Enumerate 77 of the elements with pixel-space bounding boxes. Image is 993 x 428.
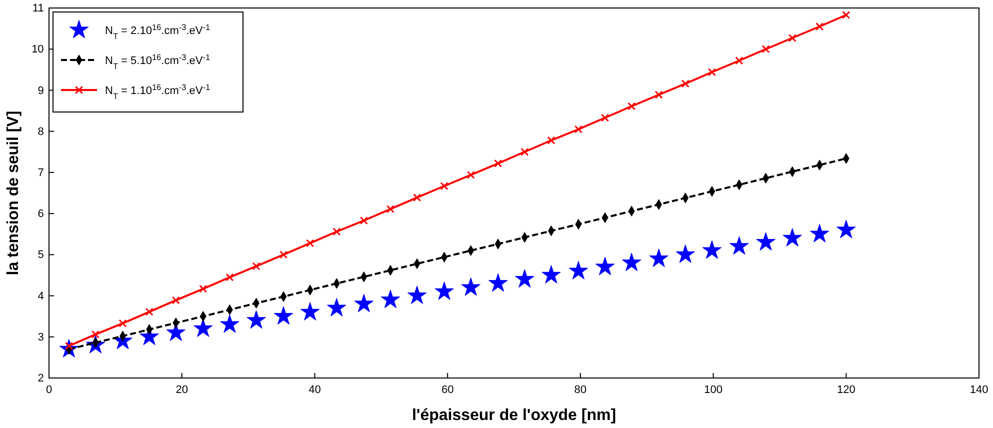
point [440, 182, 448, 190]
point [762, 45, 770, 54]
y-tick-label: 11 [32, 2, 44, 15]
legend-label: N$_{T}$ = 2.10$^{16}$.cm$^{-3}$.eV$^{-1}$ [105, 22, 210, 40]
point [702, 240, 722, 259]
point [172, 296, 180, 304]
point [360, 216, 368, 225]
legend-label: N$_{T}$ = 5.10$^{16}$.cm$^{-3}$.eV$^{-1}$ [105, 52, 210, 70]
point [547, 136, 556, 144]
point [622, 252, 642, 272]
point [226, 273, 234, 282]
point [574, 125, 582, 134]
y-tick-label: 6 [38, 208, 44, 220]
y-tick-label: 8 [38, 126, 44, 138]
point [568, 260, 588, 280]
point [466, 170, 475, 179]
point [252, 262, 260, 270]
point [842, 10, 850, 20]
y-tick-label: 9 [38, 84, 44, 97]
point [407, 286, 427, 304]
point [514, 269, 534, 288]
point [735, 56, 744, 65]
x-tick-label: 0 [46, 384, 52, 396]
point [649, 248, 668, 268]
point [542, 265, 561, 284]
y-tick-label: 3 [38, 331, 44, 344]
point [600, 114, 610, 122]
point [730, 236, 749, 255]
point [836, 220, 856, 238]
x-axis-title: l'épaisseur de l'oxyde [nm] [412, 407, 616, 424]
point [306, 239, 314, 248]
point [434, 282, 454, 300]
point [461, 277, 480, 296]
point [782, 228, 802, 246]
y-axis-title: la tension de seuil [V] [5, 110, 22, 276]
point [681, 80, 690, 88]
point [386, 204, 394, 214]
point [708, 68, 716, 76]
x-tick-label: 100 [704, 384, 722, 396]
x-tick-label: 120 [836, 384, 856, 396]
point [326, 298, 346, 316]
point [332, 228, 341, 236]
x-tick-label: 60 [441, 384, 454, 396]
legend-label: N$_{T}$ = 1.10$^{16}$.cm$^{-3}$.eV$^{-1}$ [105, 82, 210, 100]
point [628, 102, 636, 110]
point [595, 256, 615, 276]
x-tick-label: 20 [176, 384, 188, 396]
point [220, 314, 240, 333]
y-tick-label: 2 [38, 372, 44, 385]
y-tick-label: 10 [32, 44, 44, 56]
x-tick-label: 80 [574, 384, 587, 396]
point [816, 22, 824, 31]
point [91, 330, 100, 338]
point [300, 302, 320, 320]
point [788, 34, 796, 42]
point [354, 294, 374, 312]
x-tick-label: 40 [308, 384, 321, 396]
point [118, 319, 127, 328]
y-tick-label: 5 [38, 249, 44, 262]
point [279, 250, 288, 259]
point [810, 224, 830, 242]
point [654, 90, 663, 99]
point [494, 159, 502, 168]
point [145, 308, 154, 316]
y-tick-label: 4 [38, 290, 44, 302]
point [246, 310, 266, 329]
point [380, 290, 400, 308]
x-tick-label: 140 [970, 384, 988, 396]
point [676, 244, 696, 263]
point [412, 193, 422, 202]
point [193, 318, 213, 337]
point [199, 284, 208, 293]
point [756, 232, 776, 251]
point [274, 306, 294, 325]
y-tick-label: 7 [38, 166, 44, 179]
point [488, 273, 508, 292]
point [520, 148, 529, 156]
